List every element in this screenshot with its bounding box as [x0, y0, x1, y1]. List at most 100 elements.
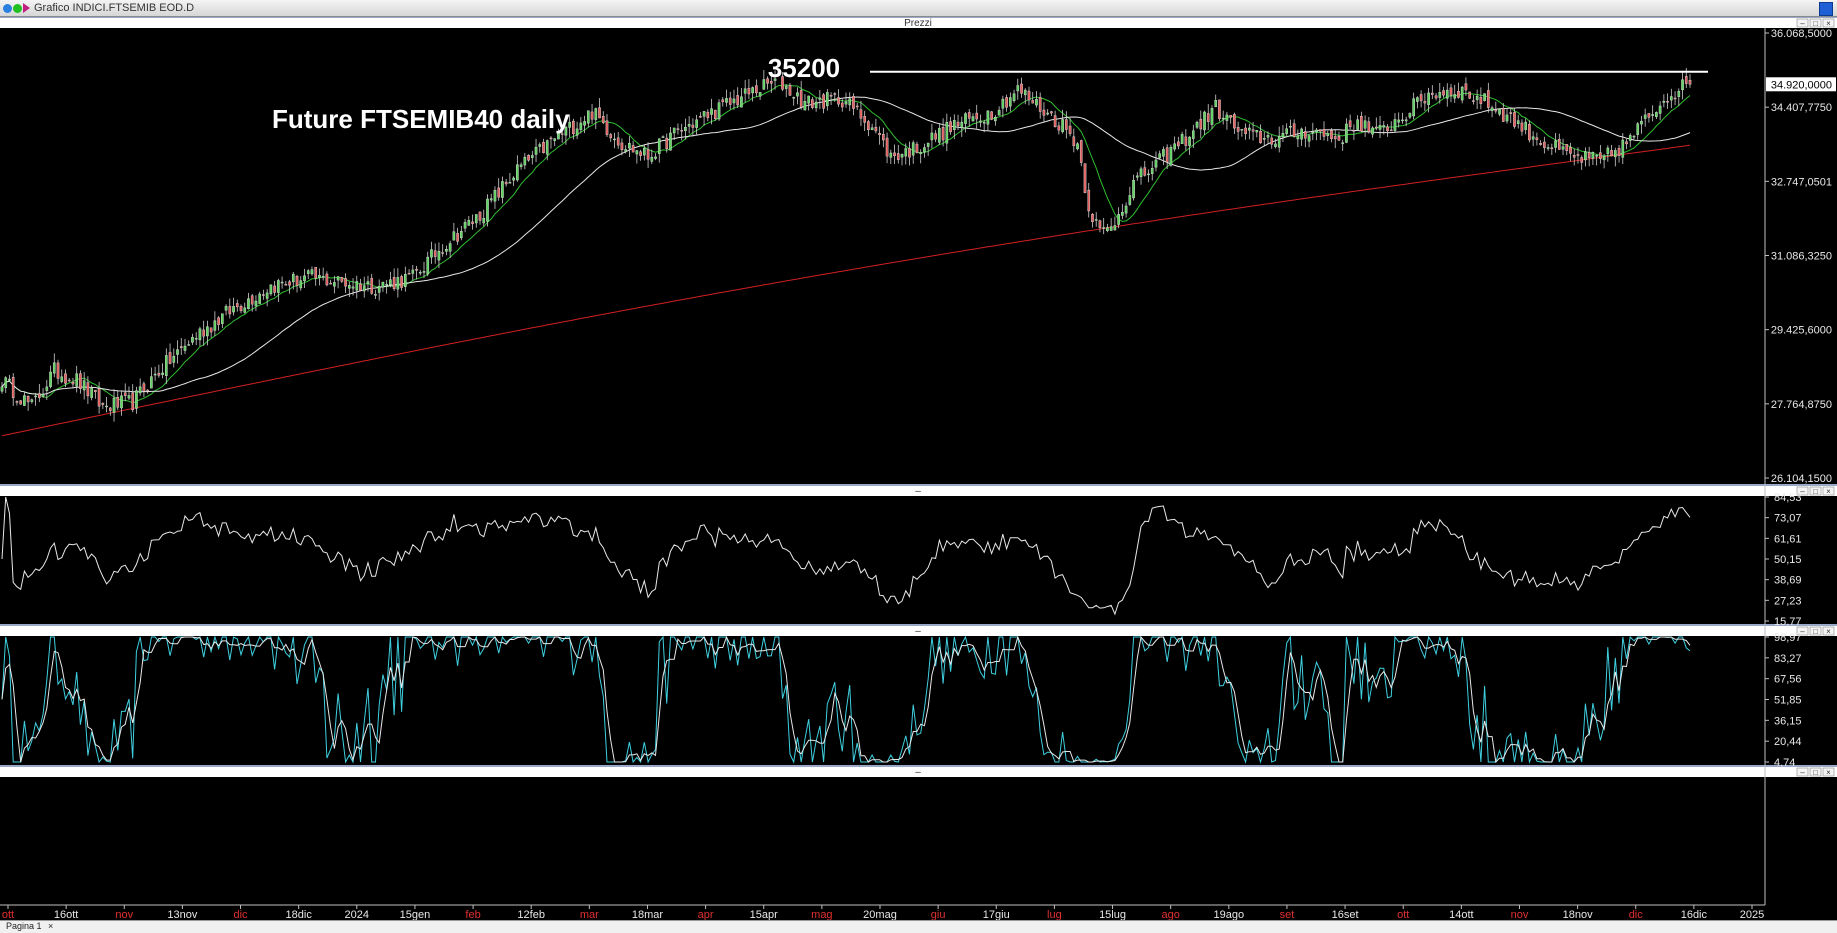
candle-body — [1408, 113, 1412, 118]
candle-body — [1262, 138, 1266, 140]
candle-body — [418, 271, 422, 274]
empty-panel-header-ctl-glyph-2: × — [1826, 768, 1831, 777]
candle-body — [1348, 120, 1352, 128]
candle-body — [818, 97, 822, 100]
candle-body — [79, 373, 82, 389]
candle-body — [504, 181, 508, 185]
candle-body — [829, 95, 833, 97]
candle-body — [736, 95, 740, 106]
candle-body — [620, 142, 624, 151]
candle-body — [725, 98, 728, 103]
candle-body — [1255, 130, 1259, 133]
candle-body — [1382, 125, 1386, 128]
candle-body — [1524, 121, 1528, 130]
stochastic-ytick-label: 83,27 — [1774, 653, 1802, 665]
x-tick-label: dic — [234, 909, 249, 920]
window-titlebar[interactable]: Grafico INDICI.FTSEMIB EOD.D — [0, 0, 1837, 17]
candle-body — [982, 122, 986, 124]
candle-body — [202, 329, 205, 337]
candle-body — [1001, 98, 1005, 109]
candle-body — [445, 249, 448, 252]
candle-body — [613, 138, 616, 141]
candle-body — [460, 230, 463, 239]
candle-body — [508, 182, 512, 184]
candle-body — [1016, 85, 1020, 92]
play-icon[interactable] — [23, 3, 30, 13]
candle-body — [952, 120, 956, 131]
candle-body — [67, 379, 71, 382]
empty-panel-header-ctl-1 — [1809, 767, 1822, 777]
candle-body — [426, 256, 430, 275]
candle-body — [1326, 133, 1330, 136]
candle-body — [717, 102, 721, 120]
candle-body — [1464, 83, 1468, 91]
candle-body — [1180, 134, 1184, 144]
candle-body — [1494, 109, 1498, 112]
candle-body — [1113, 225, 1117, 231]
candle-body — [1139, 168, 1143, 177]
page-tab-label: Pagina 1 — [6, 921, 42, 931]
candle-body — [1367, 121, 1371, 132]
candle-body — [362, 285, 366, 292]
window-title: Grafico INDICI.FTSEMIB EOD.D — [34, 2, 195, 14]
candle-body — [250, 295, 254, 305]
candle-body — [262, 294, 265, 296]
candle-body — [1277, 136, 1281, 148]
chart-area[interactable]: Prezzi – □ ×– – □ ×– – □ ×– – □ ×36.068,500034.407,7… — [0, 17, 1837, 920]
candle-body — [1315, 129, 1318, 133]
x-tick-label: lug — [1047, 909, 1062, 920]
page-tab[interactable]: Pagina 1 × — [6, 921, 53, 931]
candle-body — [112, 397, 116, 413]
candle-body — [34, 395, 37, 398]
price-ytick-label: 32.747,0501 — [1771, 176, 1832, 188]
candle-body — [1681, 79, 1684, 91]
candle-body — [534, 146, 538, 155]
candle-body — [1546, 147, 1550, 149]
candle-body — [676, 128, 680, 130]
window-control-button[interactable] — [1819, 2, 1833, 16]
candle-body — [120, 395, 123, 409]
candle-body — [747, 87, 751, 95]
candle-body — [639, 151, 642, 156]
candle-body — [695, 119, 698, 128]
candle-body — [478, 211, 482, 221]
x-tick-label: 15gen — [400, 909, 431, 920]
candle-body — [433, 250, 437, 257]
candle-body — [1401, 119, 1404, 122]
candle-body — [680, 130, 684, 132]
candle-body — [168, 352, 172, 364]
candle-body — [303, 275, 306, 282]
candle-body — [340, 277, 344, 282]
candle-body — [1289, 126, 1292, 128]
candle-body — [1218, 99, 1221, 119]
x-tick-label: 14ott — [1449, 909, 1473, 920]
candle-body — [1457, 91, 1460, 98]
candle-body — [919, 152, 923, 154]
candle-body — [792, 97, 796, 99]
candle-body — [1640, 120, 1643, 125]
candle-body — [370, 278, 374, 294]
candle-body — [1576, 154, 1580, 156]
candle-body — [1531, 136, 1535, 140]
page-tab-close-icon[interactable]: × — [48, 921, 54, 931]
candle-body — [437, 251, 441, 261]
candle-body — [1195, 121, 1199, 128]
candle-body — [837, 97, 840, 105]
candle-body — [1412, 98, 1415, 117]
candle-body — [684, 127, 687, 132]
candle-body — [1091, 214, 1094, 222]
candle-body — [706, 111, 710, 118]
candle-body — [878, 133, 881, 136]
candle-body — [142, 383, 146, 392]
candle-body — [1371, 127, 1374, 135]
price-ytick-label: 31.086,3250 — [1771, 251, 1832, 263]
candle-body — [452, 231, 456, 241]
candle-body — [1296, 135, 1300, 140]
candle-body — [183, 345, 187, 351]
candle-body — [822, 94, 825, 109]
candle-body — [1098, 220, 1102, 228]
candle-body — [1150, 168, 1154, 174]
candle-body — [1057, 125, 1061, 131]
empty-panel-header — [0, 767, 1837, 777]
candle-body — [1625, 141, 1628, 145]
